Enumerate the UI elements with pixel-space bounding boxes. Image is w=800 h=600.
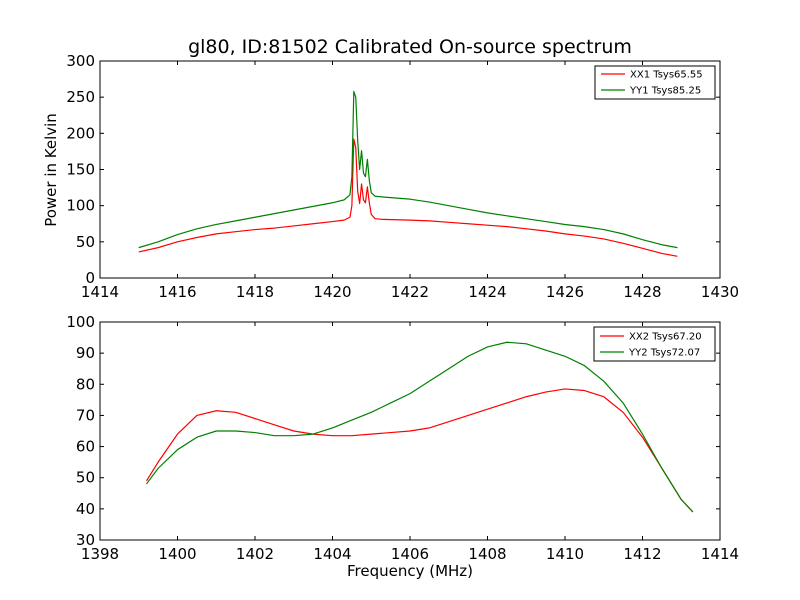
top-subplot: gl80, ID:81502 Calibrated On-source spec… <box>42 36 739 301</box>
bottom-x-tick-label: 1406 <box>391 545 429 563</box>
bottom-y-tick-label: 100 <box>66 313 95 331</box>
bottom-series-line-2 <box>146 341 694 513</box>
legend-label-xx2: XX2 Tsys67.20 <box>629 332 702 343</box>
top-x-tick-label: 1418 <box>236 283 274 301</box>
top-x-tick-label: 1414 <box>81 283 119 301</box>
bottom-y-tick-label: 70 <box>76 406 95 424</box>
top-y-tick-label: 300 <box>66 52 95 70</box>
top-x-tick-label: 1424 <box>468 283 506 301</box>
top-x-tick-label: 1428 <box>623 283 661 301</box>
bottom-series-group <box>145 341 694 513</box>
top-series-line-1 <box>138 138 678 257</box>
bottom-x-axis-label: Frequency (MHz) <box>347 562 473 580</box>
top-series-group <box>138 90 678 257</box>
top-tick-group: 1414 1416 1418 1420 1422 1424 1426 1428 1430 0 50 1… <box>66 52 739 301</box>
bottom-x-tick-label: 1404 <box>313 545 351 563</box>
top-x-tick-label: 1420 <box>313 283 351 301</box>
bottom-y-tick-label: 80 <box>76 375 95 393</box>
top-legend-box <box>594 65 716 100</box>
top-y-tick-label: 200 <box>66 124 95 142</box>
bottom-y-tick-label: 90 <box>76 344 95 362</box>
bottom-x-tick-label: 1400 <box>158 545 196 563</box>
top-y-tick-label: 250 <box>66 88 95 106</box>
top-y-tick-label: 0 <box>85 269 95 287</box>
top-x-tick-label: 1416 <box>158 283 196 301</box>
legend-label-yy2: YY2 Tsys72.07 <box>628 348 700 359</box>
bottom-y-tick-label: 30 <box>76 531 95 549</box>
bottom-legend: XX2 Tsys67.20 YY2 Tsys72.07 <box>593 326 716 362</box>
top-series-line-2 <box>138 90 678 249</box>
bottom-y-tick-label: 60 <box>76 438 95 456</box>
top-y-tick-label: 100 <box>66 197 95 215</box>
top-y-axis-label: Power in Kelvin <box>42 113 60 227</box>
top-x-tick-label: 1422 <box>391 283 429 301</box>
bottom-x-tick-label: 1414 <box>701 545 739 563</box>
legend-label-yy1: YY1 Tsys85.25 <box>629 86 701 97</box>
bottom-x-tick-label: 1402 <box>236 545 274 563</box>
bottom-x-tick-label: 1410 <box>546 545 584 563</box>
top-legend: XX1 Tsys65.55 YY1 Tsys85.25 <box>594 65 716 100</box>
bottom-x-tick-label: 1408 <box>468 545 506 563</box>
legend-label-xx1: XX1 Tsys65.55 <box>630 70 703 81</box>
bottom-tick-group: 1398 1400 1402 1404 1406 1408 1410 1412 1414 30 40… <box>66 313 739 563</box>
top-x-tick-label: 1430 <box>701 283 739 301</box>
bottom-y-tick-label: 50 <box>76 469 95 487</box>
bottom-legend-box <box>593 326 716 362</box>
bottom-series-line-1 <box>145 388 694 513</box>
chart-title: gl80, ID:81502 Calibrated On-source spec… <box>188 36 632 58</box>
top-y-tick-label: 50 <box>76 233 95 251</box>
bottom-y-tick-label: 40 <box>76 500 95 518</box>
bottom-x-tick-label: 1398 <box>81 545 119 563</box>
top-x-tick-label: 1426 <box>546 283 584 301</box>
top-y-tick-label: 150 <box>66 161 95 179</box>
bottom-subplot: Frequency (MHz) 1398 1400 1402 1404 1406 1408… <box>66 313 739 580</box>
bottom-x-tick-label: 1412 <box>623 545 661 563</box>
